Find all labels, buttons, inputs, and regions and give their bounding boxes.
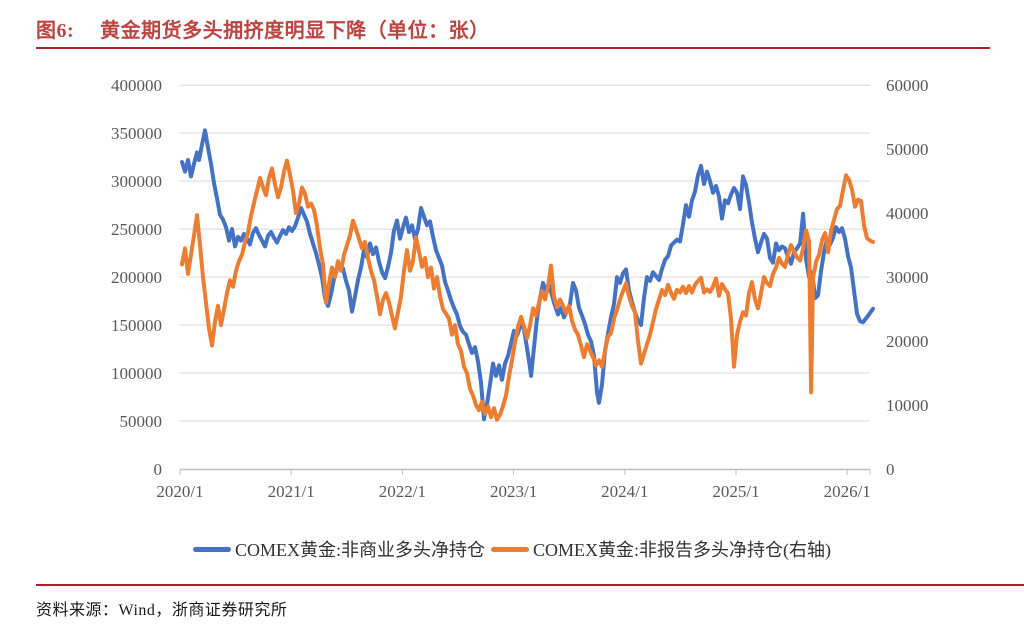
y-axis-label-left: 150000	[111, 316, 162, 336]
y-axis-label-right: 20000	[886, 332, 929, 352]
y-axis-label-left: 400000	[111, 76, 162, 96]
y-axis-label-right: 10000	[886, 396, 929, 416]
y-axis-label-right: 0	[886, 460, 895, 479]
y-axis-label-left: 250000	[111, 220, 162, 240]
y-axis-label-left: 0	[153, 460, 163, 479]
source-note: 资料来源：Wind，浙商证券研究所	[36, 602, 288, 619]
y-axis-label-left: 300000	[111, 172, 162, 192]
y-axis-label-right: 60000	[886, 76, 929, 96]
y-axis-label-right: 50000	[886, 140, 929, 160]
series-line-blue	[180, 128, 875, 422]
series-line-orange	[180, 158, 875, 422]
y-axis-label-left: 350000	[111, 124, 162, 144]
footer-divider-line	[36, 584, 1024, 586]
x-axis-label: 2025/1	[712, 482, 760, 501]
x-axis-label: 2020/1	[156, 482, 204, 501]
y-axis-label-left: 50000	[119, 412, 163, 432]
legend-label: COMEX黄金:非报告多头净持仓(右轴)	[533, 540, 831, 560]
y-axis-label-left: 100000	[111, 364, 162, 384]
chart-title: 图6: 黄金期货多头拥挤度明显下降（单位：张）	[36, 14, 990, 42]
legend-swatch-icon	[192, 546, 231, 552]
y-axis-label-left: 200000	[111, 268, 162, 288]
chart-title-prefix: 图6:	[36, 20, 75, 42]
line-chart: 400000 350000 300000 250000 200000 150000 1000…	[0, 56, 1024, 516]
legend: COMEX黄金:非商业多头净持仓 COMEX黄金:非报告多头净持仓(右轴)	[0, 536, 1024, 562]
x-axis-label: 2021/1	[267, 482, 315, 501]
y-axis-label-right: 40000	[886, 204, 929, 224]
legend-swatch-icon	[491, 546, 529, 552]
legend-item-blue: COMEX黄金:非商业多头净持仓	[192, 536, 485, 562]
y-axis-label-right: 30000	[886, 268, 929, 288]
chart-title-text: 黄金期货多头拥挤度明显下降（单位：张）	[100, 20, 490, 42]
x-axis-label: 2023/1	[489, 482, 538, 501]
x-axis-label: 2022/1	[378, 482, 426, 501]
x-axis-label: 2026/1	[823, 482, 871, 501]
legend-label: COMEX黄金:非商业多头净持仓	[234, 540, 485, 560]
x-axis-label: 2024/1	[601, 482, 649, 501]
legend-item-orange: COMEX黄金:非报告多头净持仓(右轴)	[491, 536, 831, 562]
plot-area	[179, 84, 875, 475]
title-divider-line	[36, 47, 990, 49]
